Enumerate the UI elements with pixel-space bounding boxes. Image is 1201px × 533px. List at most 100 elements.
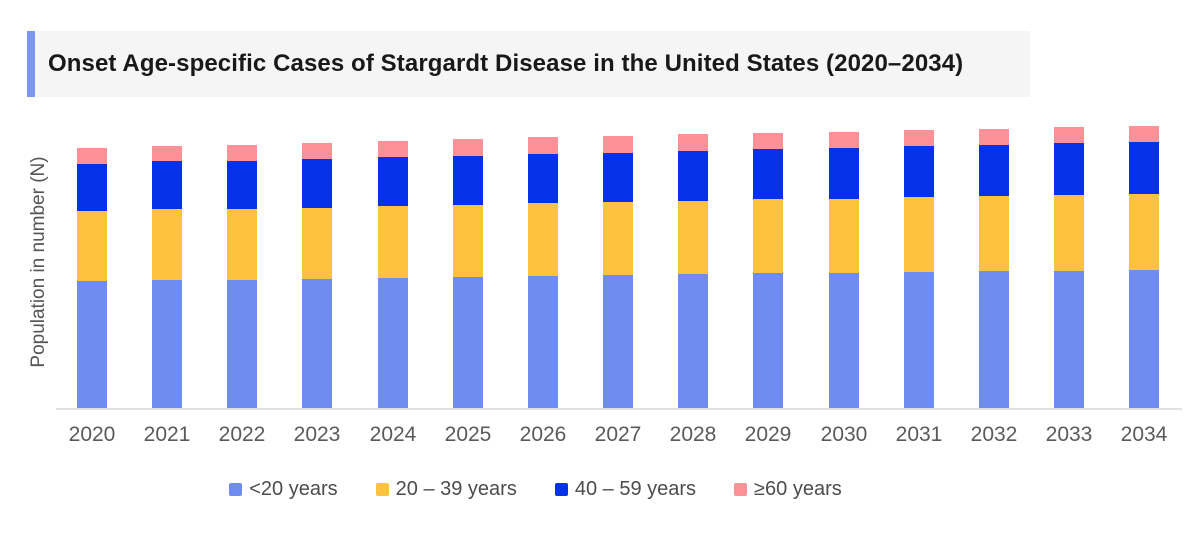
chart-title-block: Onset Age-specific Cases of Stargardt Di… — [27, 31, 1030, 97]
legend-label: <20 years — [249, 477, 338, 500]
bar-segment-2028-<20 years — [678, 274, 708, 408]
bar-segment-2023-≥60 years — [302, 143, 332, 159]
legend-label: 40 – 59 years — [574, 477, 697, 500]
bar-segment-2033-20 – 39 years — [1054, 195, 1084, 271]
bar-segment-2022-<20 years — [227, 280, 257, 408]
bar-segment-2031-40 – 59 years — [904, 146, 934, 197]
bar-segment-2025-≥60 years — [453, 139, 483, 156]
x-tick-2023: 2023 — [293, 423, 341, 446]
bar-segment-2025-<20 years — [453, 277, 483, 408]
legend: <20 years 20 – 39 years 40 – 59 years ≥60 y… — [0, 476, 1071, 502]
bar-segment-2024-40 – 59 years — [378, 157, 408, 206]
legend-item-≥60 years: ≥60 years — [734, 478, 842, 501]
legend-swatch-icon — [229, 482, 243, 496]
bar-segment-2032-20 – 39 years — [979, 196, 1009, 271]
bar-2020 — [77, 148, 107, 408]
bar-2023 — [302, 143, 332, 408]
bar-2028 — [678, 134, 708, 408]
bar-segment-2023-20 – 39 years — [302, 208, 332, 279]
bar-segment-2032-<20 years — [979, 271, 1009, 408]
bar-2034 — [1129, 126, 1159, 408]
x-tick-2031: 2031 — [895, 423, 943, 446]
x-tick-2024: 2024 — [369, 423, 417, 446]
bar-segment-2025-20 – 39 years — [453, 205, 483, 277]
bar-segment-2022-40 – 59 years — [227, 161, 257, 209]
bar-segment-2029-40 – 59 years — [753, 149, 783, 199]
bar-segment-2034-<20 years — [1129, 270, 1159, 408]
bar-segment-2021-40 – 59 years — [152, 161, 182, 209]
bar-segment-2020-<20 years — [77, 281, 107, 408]
bar-2030 — [829, 132, 859, 408]
bar-segment-2033-<20 years — [1054, 271, 1084, 408]
bar-2021 — [152, 146, 182, 408]
bar-segment-2021-<20 years — [152, 280, 182, 408]
bar-2022 — [227, 145, 257, 408]
bar-segment-2026-≥60 years — [528, 137, 558, 154]
legend-label: 20 – 39 years — [395, 477, 517, 500]
bar-segment-2030-40 – 59 years — [829, 148, 859, 199]
legend-swatch-icon — [375, 482, 389, 496]
bar-segment-2029-<20 years — [753, 273, 783, 408]
bar-segment-2024-20 – 39 years — [378, 206, 408, 278]
bar-segment-2026-20 – 39 years — [528, 203, 558, 276]
bar-2026 — [528, 137, 558, 408]
bar-segment-2031-20 – 39 years — [904, 197, 934, 272]
x-tick-2033: 2033 — [1045, 423, 1093, 446]
x-axis-line — [56, 408, 1182, 410]
bar-segment-2031-≥60 years — [904, 130, 934, 146]
legend-swatch-icon — [554, 482, 568, 496]
bar-segment-2029-20 – 39 years — [753, 199, 783, 273]
bar-segment-2033-≥60 years — [1054, 127, 1084, 143]
bar-segment-2029-≥60 years — [753, 133, 783, 149]
bar-segment-2030-<20 years — [829, 273, 859, 408]
bar-segment-2025-40 – 59 years — [453, 156, 483, 205]
bar-2032 — [979, 129, 1009, 408]
bar-2031 — [904, 130, 934, 408]
bar-segment-2030-≥60 years — [829, 132, 859, 148]
bar-segment-2032-≥60 years — [979, 129, 1009, 145]
bar-segment-2027-20 – 39 years — [603, 202, 633, 275]
x-tick-2022: 2022 — [218, 423, 266, 446]
x-tick-2029: 2029 — [744, 423, 792, 446]
bar-segment-2020-≥60 years — [77, 148, 107, 164]
bar-2033 — [1054, 127, 1084, 408]
bar-segment-2028-≥60 years — [678, 134, 708, 151]
x-tick-2027: 2027 — [594, 423, 642, 446]
bar-segment-2023-40 – 59 years — [302, 159, 332, 208]
bar-segment-2027-<20 years — [603, 275, 633, 408]
bar-segment-2023-<20 years — [302, 279, 332, 408]
x-tick-2034: 2034 — [1120, 423, 1168, 446]
bar-segment-2030-20 – 39 years — [829, 199, 859, 273]
bar-segment-2028-40 – 59 years — [678, 151, 708, 201]
bar-segment-2026-40 – 59 years — [528, 154, 558, 203]
bar-2029 — [753, 133, 783, 408]
bar-segment-2027-40 – 59 years — [603, 153, 633, 202]
legend-item-20 – 39 years: 20 – 39 years — [375, 477, 517, 501]
bar-segment-2024-≥60 years — [378, 141, 408, 157]
bar-segment-2028-20 – 39 years — [678, 201, 708, 274]
legend-item-<20 years: <20 years — [229, 477, 338, 501]
bar-segment-2020-20 – 39 years — [77, 211, 107, 281]
legend-item-40 – 59 years: 40 – 59 years — [554, 477, 697, 501]
legend-swatch-icon — [734, 482, 748, 496]
x-tick-2030: 2030 — [820, 423, 868, 446]
x-tick-2026: 2026 — [519, 423, 567, 446]
bar-segment-2022-20 – 39 years — [227, 209, 257, 280]
bar-2024 — [378, 141, 408, 408]
bar-segment-2021-≥60 years — [152, 146, 182, 161]
x-tick-2021: 2021 — [143, 423, 191, 446]
bar-segment-2022-≥60 years — [227, 145, 257, 161]
bar-segment-2031-<20 years — [904, 272, 934, 408]
chart-title: Onset Age-specific Cases of Stargardt Di… — [48, 50, 964, 77]
x-tick-2028: 2028 — [669, 423, 717, 446]
bar-segment-2021-20 – 39 years — [152, 209, 182, 280]
legend-label: ≥60 years — [754, 477, 842, 500]
bar-segment-2026-<20 years — [528, 276, 558, 408]
bar-2027 — [603, 136, 633, 408]
bar-segment-2024-<20 years — [378, 278, 408, 408]
bar-segment-2027-≥60 years — [603, 136, 633, 153]
x-tick-2025: 2025 — [444, 423, 492, 446]
bar-segment-2032-40 – 59 years — [979, 145, 1009, 196]
x-tick-2032: 2032 — [970, 423, 1018, 446]
bar-segment-2033-40 – 59 years — [1054, 143, 1084, 195]
